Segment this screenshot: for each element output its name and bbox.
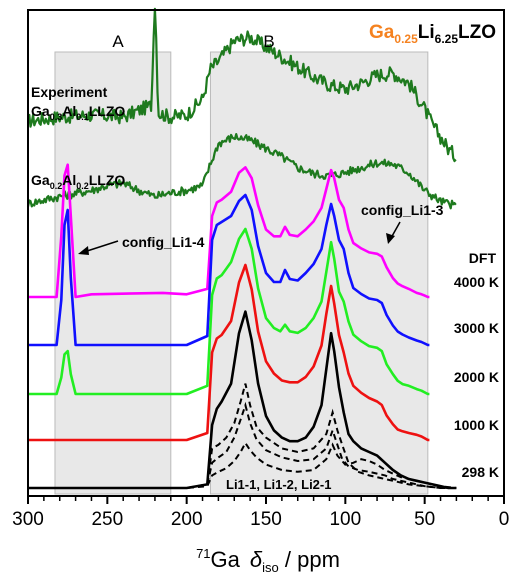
exp1-b-sub: 0.1 — [76, 112, 89, 122]
x-tick-label-50: 50 — [414, 509, 435, 530]
component-curve-2 — [28, 401, 457, 489]
series-line-exp1 — [27, 7, 457, 163]
component-curve-1 — [28, 383, 457, 489]
series-line-3000K — [28, 193, 430, 347]
xlabel-pre: Ga — [211, 547, 241, 572]
x-axis-ticks: 300 250 200 150 100 50 0 — [12, 496, 509, 530]
series-line-exp2 — [26, 133, 457, 210]
xlabel-post: / ppm — [279, 547, 340, 572]
temp-3000-label: 3000 K — [454, 320, 499, 336]
title-sub2: 6.25 — [435, 32, 459, 46]
series-line-4000K — [28, 163, 430, 299]
x-tick-label-300: 300 — [12, 509, 44, 530]
temp-1000-label: 1000 K — [454, 417, 499, 433]
exp2-b: Al — [62, 172, 76, 188]
config-left-label: config_Li1-4 — [122, 234, 205, 250]
exp1-a-sub: 0.3 — [50, 112, 63, 122]
exp2-c: LLZO — [89, 172, 126, 188]
exp1-label: Ga0.3Al0.1LLZO — [31, 103, 125, 122]
exp1-c: LLZO — [89, 103, 126, 119]
exp1-a: Ga — [31, 103, 50, 119]
x-tick-label-200: 200 — [171, 509, 203, 530]
exp2-label: Ga0.2Al0.2LLZO — [31, 172, 125, 191]
exp2-a-sub: 0.2 — [50, 181, 63, 191]
dft-label: DFT — [469, 250, 497, 266]
title-prefix: Ga — [369, 22, 395, 43]
title-mid: Li — [418, 22, 435, 43]
experiment-label: Experiment — [31, 84, 108, 100]
temp-4000-label: 4000 K — [454, 274, 499, 290]
xlabel-sym: δ — [250, 547, 263, 572]
title-suffix: LZO — [458, 22, 496, 43]
config-left-arrowhead — [78, 246, 89, 255]
series-layer — [26, 7, 457, 490]
temp-298-label: 298 K — [462, 464, 499, 480]
title-sub1: 0.25 — [394, 32, 418, 46]
x-tick-label-0: 0 — [499, 509, 510, 530]
x-tick-label-150: 150 — [250, 509, 282, 530]
region-a-label: A — [112, 32, 124, 51]
temp-2000-label: 2000 K — [454, 369, 499, 385]
exp2-b-sub: 0.2 — [76, 181, 89, 191]
xlabel-sup: 71 — [196, 546, 210, 561]
chart-title: Ga0.25Li6.25LZO — [369, 22, 496, 46]
x-axis-label: 71Ga δiso / ppm — [196, 546, 340, 575]
exp1-b: Al — [62, 103, 76, 119]
exp2-a: Ga — [31, 172, 50, 188]
component-curve-3 — [28, 441, 457, 489]
shaded-regions — [54, 51, 429, 495]
x-tick-label-250: 250 — [91, 509, 123, 530]
x-tick-label-100: 100 — [329, 509, 361, 530]
config-right-label: config_Li1-3 — [361, 202, 444, 218]
series-line-1000K — [28, 263, 430, 442]
region-b-label: B — [263, 32, 274, 51]
series-line-2000K — [28, 227, 430, 396]
config-left-arrow — [83, 240, 119, 253]
xlabel-sub: iso — [262, 560, 279, 575]
components-label: Li1-1, Li1-2, Li2-1 — [226, 477, 331, 492]
config-right-arrowhead — [386, 233, 395, 244]
